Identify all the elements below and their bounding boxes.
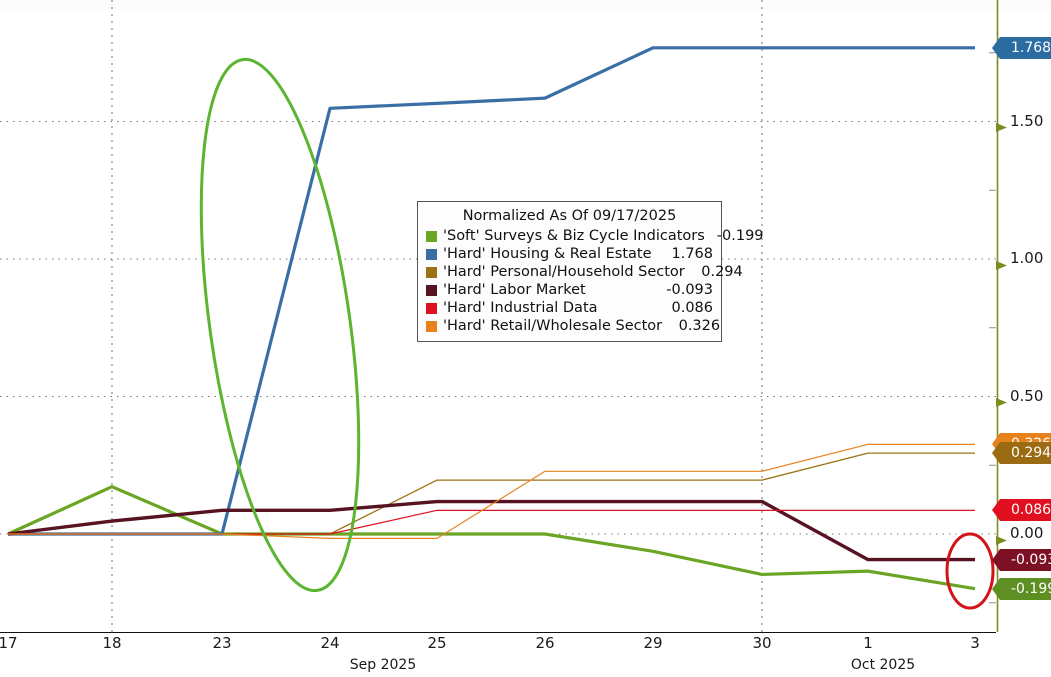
legend-series-value: -0.093 xyxy=(666,282,713,298)
axis-tick-arrow-icon xyxy=(996,530,1009,545)
legend-series-value: 0.086 xyxy=(671,300,713,316)
legend-color-swatch-icon xyxy=(426,302,437,314)
legend-series-value: 1.768 xyxy=(671,246,713,262)
x-tick-label: 18 xyxy=(102,634,122,652)
x-tick-label: 3 xyxy=(970,634,980,652)
axis-tick-label: 0.50 xyxy=(1010,386,1044,405)
legend-series-value: 0.294 xyxy=(701,264,743,280)
legend-series-value: -0.199 xyxy=(716,228,764,244)
legend-row[interactable]: 'Hard' Industrial Data 0.086 xyxy=(426,299,713,317)
price-tag-label: -0.199 xyxy=(1011,580,1051,597)
x-tick-label: 25 xyxy=(427,634,447,652)
axis-tick-arrow-icon xyxy=(996,255,1009,270)
price-tag-labor: -0.093 xyxy=(991,548,1051,571)
series-lines xyxy=(7,46,976,591)
legend-color-swatch-icon xyxy=(426,266,437,278)
legend: Normalized As Of 09/17/2025 'Soft' Surve… xyxy=(417,201,764,342)
price-tag-soft: -0.199 xyxy=(991,577,1051,600)
legend-series-name: 'Hard' Industrial Data xyxy=(443,300,598,316)
legend-series-name: 'Hard' Housing & Real Estate xyxy=(443,246,652,262)
price-tag-label: 1.768 xyxy=(1011,39,1051,56)
x-tick-label: 24 xyxy=(320,634,340,652)
price-tag-label: 0.086 xyxy=(1011,502,1051,519)
legend-row[interactable]: 'Hard' Labor Market -0.093 xyxy=(426,281,713,299)
series-line-0 xyxy=(7,485,976,591)
red-highlight-ellipse xyxy=(945,532,995,610)
cropped-title-strip xyxy=(0,0,1051,10)
legend-color-swatch-icon xyxy=(426,248,437,260)
legend-rows: 'Soft' Surveys & Biz Cycle Indicators -0.… xyxy=(426,227,764,335)
legend-title: Normalized As Of 09/17/2025 xyxy=(462,208,677,224)
axis-tick-arrow-icon xyxy=(996,392,1009,407)
legend-series-name: 'Hard' Retail/Wholesale Sector xyxy=(443,318,663,334)
legend-series-name: 'Hard' Personal/Household Sector xyxy=(443,264,685,280)
x-tick-label: 26 xyxy=(535,634,555,652)
axis-tick-label: 1.00 xyxy=(1010,249,1044,267)
x-axis-line xyxy=(0,632,996,633)
bottom-date-axis: 17 18 23 24 25 26 29 30 1 3 Sep 2025 Oct 2025 xyxy=(0,632,996,677)
price-tag-housing: 1.768 xyxy=(991,36,1051,59)
legend-row[interactable]: 'Hard' Personal/Household Sector 0.294 xyxy=(426,263,743,281)
axis-tick-label: 0.00 xyxy=(1010,524,1044,542)
legend-series-value: 0.326 xyxy=(678,318,721,334)
x-tick-label: 30 xyxy=(752,634,772,652)
annotation-shapes xyxy=(199,57,995,610)
x-tick-label: 23 xyxy=(212,634,232,652)
legend-row[interactable]: 'Hard' Housing & Real Estate 1.768 xyxy=(426,245,713,263)
x-tick-label: 17 xyxy=(0,634,18,652)
legend-series-name: 'Hard' Labor Market xyxy=(443,282,586,298)
right-value-axis: 1.50 1.00 0.50 0.00 xyxy=(996,0,1051,632)
x-tick-label: 1 xyxy=(863,634,873,652)
legend-row[interactable]: 'Hard' Retail/Wholesale Sector 0.326 xyxy=(426,317,720,335)
legend-color-swatch-icon xyxy=(426,230,437,242)
legend-row[interactable]: 'Soft' Surveys & Biz Cycle Indicators -0.… xyxy=(426,227,764,245)
price-tag-industrial: 0.086 xyxy=(991,499,1051,522)
axis-tick-label: 1.50 xyxy=(1010,111,1044,130)
series-line-3 xyxy=(7,499,975,562)
legend-color-swatch-icon xyxy=(426,320,437,332)
price-tag-label: -0.093 xyxy=(1011,551,1051,568)
x-tick-label: 29 xyxy=(643,634,663,652)
price-tag-label: 0.294 xyxy=(1011,445,1051,462)
axis-tick-arrow-icon xyxy=(996,117,1009,132)
plot-area xyxy=(0,0,996,632)
legend-color-swatch-icon xyxy=(426,284,437,296)
green-highlight-ellipse xyxy=(199,57,361,593)
series-line-5 xyxy=(8,443,975,540)
x-month-label: Oct 2025 xyxy=(850,657,916,673)
gridlines xyxy=(0,0,996,632)
axis-spine xyxy=(996,0,999,632)
price-tag-personal: 0.294 xyxy=(991,442,1051,465)
legend-series-name: 'Soft' Surveys & Biz Cycle Indicators xyxy=(443,228,705,244)
x-month-label: Sep 2025 xyxy=(349,657,417,673)
